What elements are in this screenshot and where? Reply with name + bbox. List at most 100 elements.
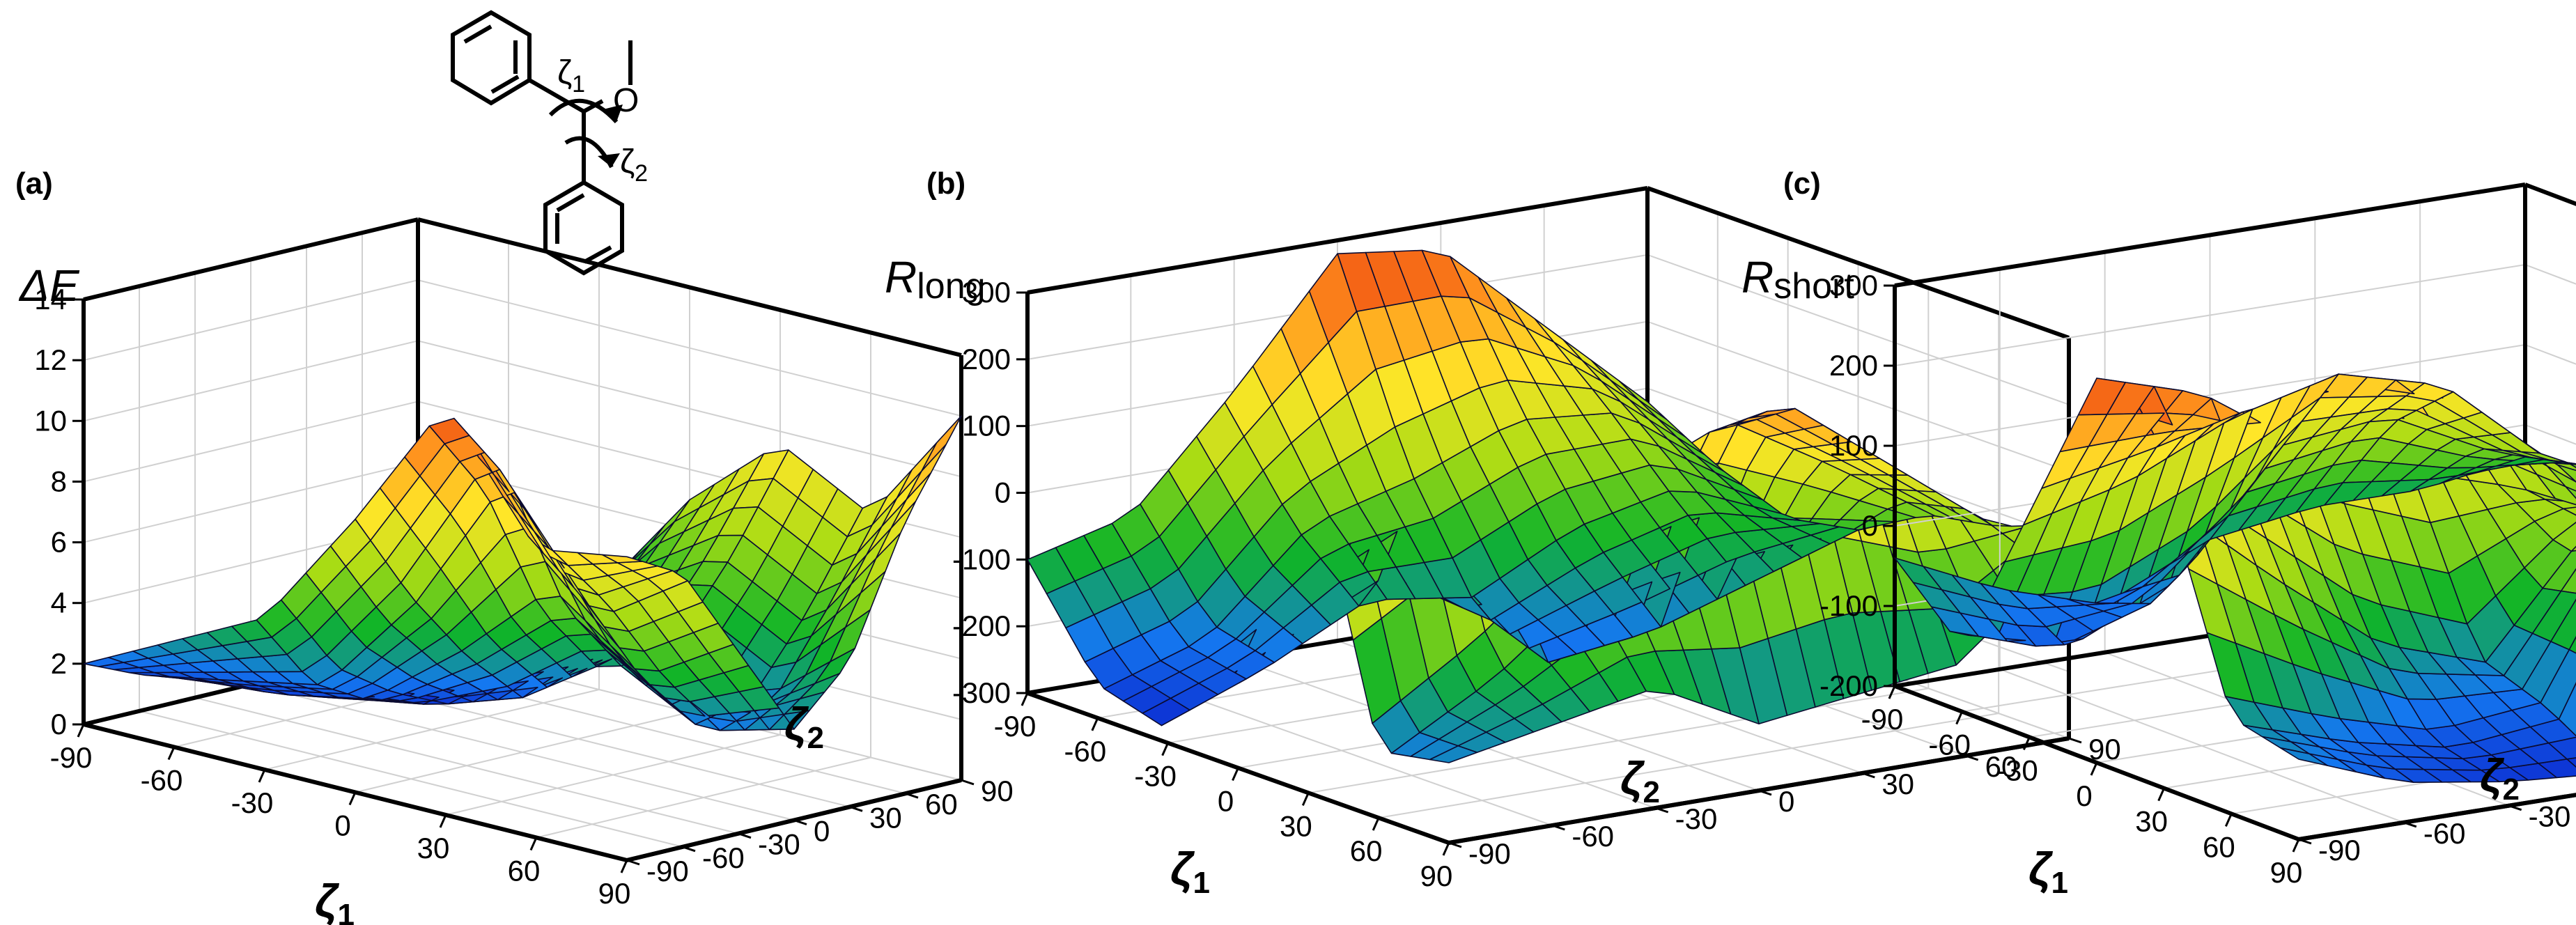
phenyl-ring-bottom: [543, 180, 624, 276]
z-tick-label: -200: [1820, 669, 1878, 702]
x-tick: [2224, 813, 2233, 827]
molecule-diagram: [451, 10, 633, 276]
x-tick-label: -30: [1996, 754, 2038, 786]
x-tick: [2022, 736, 2031, 750]
panel-b-letter: (b): [926, 166, 965, 201]
x-tick-label: 60: [1350, 834, 1383, 867]
surface: [1894, 373, 2576, 783]
panel-c-y-label: ζ2: [2480, 749, 2520, 807]
tick-labels: -90-60-300306090-90-60-300306090-300-200…: [952, 276, 2121, 892]
panel-a-letter: (a): [15, 166, 53, 201]
tick-labels: -90-60-300306090-90-60-300306090-200-100…: [1820, 269, 2571, 889]
z-tick-label: 2: [51, 647, 67, 680]
x-tick-label: -60: [1064, 735, 1106, 768]
z-tick-label: 200: [962, 343, 1011, 375]
y-tick: [1448, 841, 1462, 848]
z-tick-label: 100: [1829, 429, 1878, 462]
x-tick: [2090, 762, 2098, 776]
z-tick-label: 300: [1829, 269, 1878, 302]
z-tick-label: -200: [952, 609, 1011, 642]
x-tick-label: 60: [508, 855, 541, 887]
y-tick-label: -60: [702, 841, 745, 874]
surface-cell: [1894, 557, 1943, 591]
x-tick: [439, 814, 447, 828]
surface: [83, 415, 962, 731]
x-tick: [348, 791, 357, 806]
y-tick-label: 0: [814, 815, 830, 848]
y-tick: [2508, 804, 2522, 811]
y-tick-label: 60: [925, 788, 958, 821]
panel-b-x-label: ζ1: [1170, 843, 1210, 900]
panel-c-x-label: ζ1: [2028, 843, 2068, 900]
z-tick-label: 8: [51, 465, 67, 497]
panel-a-z-label: ΔE: [18, 261, 80, 311]
x-tick: [1232, 767, 1239, 782]
y-tick-label: -60: [1572, 820, 1614, 853]
x-tick-label: -60: [1928, 729, 1971, 761]
z-tick-label: 14: [34, 283, 67, 316]
panel-b-y-label: ζ2: [1620, 752, 1660, 809]
y-tick-label: 0: [1778, 785, 1794, 818]
surface-cell: [1027, 547, 1076, 595]
x-tick-label: 90: [1420, 860, 1453, 892]
z-tick-label: 200: [1829, 349, 1878, 382]
z-tick-label: -100: [1820, 589, 1878, 622]
z-tick-label: -300: [952, 676, 1011, 709]
molecule-oxygen-label: O: [613, 82, 639, 119]
x-tick: [2292, 839, 2300, 853]
z-tick-label: 12: [34, 343, 67, 376]
panel-c-z-label: Rshort: [1741, 252, 1854, 306]
y-tick: [682, 846, 696, 853]
x-tick: [1301, 792, 1310, 806]
z-tick-label: 0: [1862, 509, 1878, 542]
surface: [1027, 249, 2070, 763]
y-tick-label: 30: [869, 801, 902, 834]
y-tick: [1758, 789, 1772, 796]
x-tick: [1372, 817, 1380, 831]
y-tick-label: -60: [2423, 817, 2466, 850]
phenyl-ring-top: [451, 10, 532, 106]
z-tick-label: 6: [51, 526, 67, 559]
x-tick-label: 30: [417, 832, 450, 864]
y-tick: [961, 779, 975, 786]
x-tick: [258, 769, 266, 783]
y-tick: [626, 859, 640, 866]
y-tick: [793, 819, 807, 825]
x-tick: [1955, 711, 1964, 725]
x-tick: [1442, 842, 1450, 856]
x-tick: [167, 746, 176, 761]
x-tick-label: -30: [231, 786, 274, 819]
y-tick-label: -30: [758, 828, 800, 861]
y-tick: [2403, 821, 2417, 828]
y-tick: [849, 805, 863, 812]
x-tick: [529, 837, 538, 851]
molecule-zeta2-label: ζ2: [620, 143, 648, 187]
x-tick: [1021, 692, 1029, 706]
panel-b-plot: -90-60-300306090-90-60-300306090-300-200…: [952, 186, 2121, 892]
y-tick: [1655, 807, 1669, 814]
x-tick-label: 60: [2203, 830, 2235, 863]
z-tick-label: 4: [51, 586, 67, 619]
y-tick-label: 30: [1881, 768, 1914, 800]
y-tick-label: 90: [981, 775, 1014, 807]
surface-cell: [920, 415, 962, 472]
y-tick-label: -30: [1675, 802, 1718, 835]
z-tick-label: 0: [51, 708, 67, 740]
panel-c-plot: -90-60-300306090-90-60-300306090-200-100…: [1820, 182, 2576, 889]
y-tick: [1551, 824, 1565, 831]
x-tick-label: -60: [141, 764, 183, 797]
surface-cell: [83, 657, 125, 667]
x-tick-label: -90: [50, 741, 93, 774]
panel-a-y-label: ζ2: [784, 698, 824, 755]
x-tick-label: 30: [1280, 809, 1312, 842]
y-tick-label: -30: [2529, 800, 2571, 833]
y-tick-label: -90: [646, 855, 689, 887]
x-tick-label: -30: [1134, 760, 1177, 793]
x-tick: [2157, 788, 2166, 802]
y-tick: [1965, 754, 1979, 761]
y-tick-label: -90: [1468, 837, 1511, 870]
x-tick: [1161, 743, 1170, 756]
